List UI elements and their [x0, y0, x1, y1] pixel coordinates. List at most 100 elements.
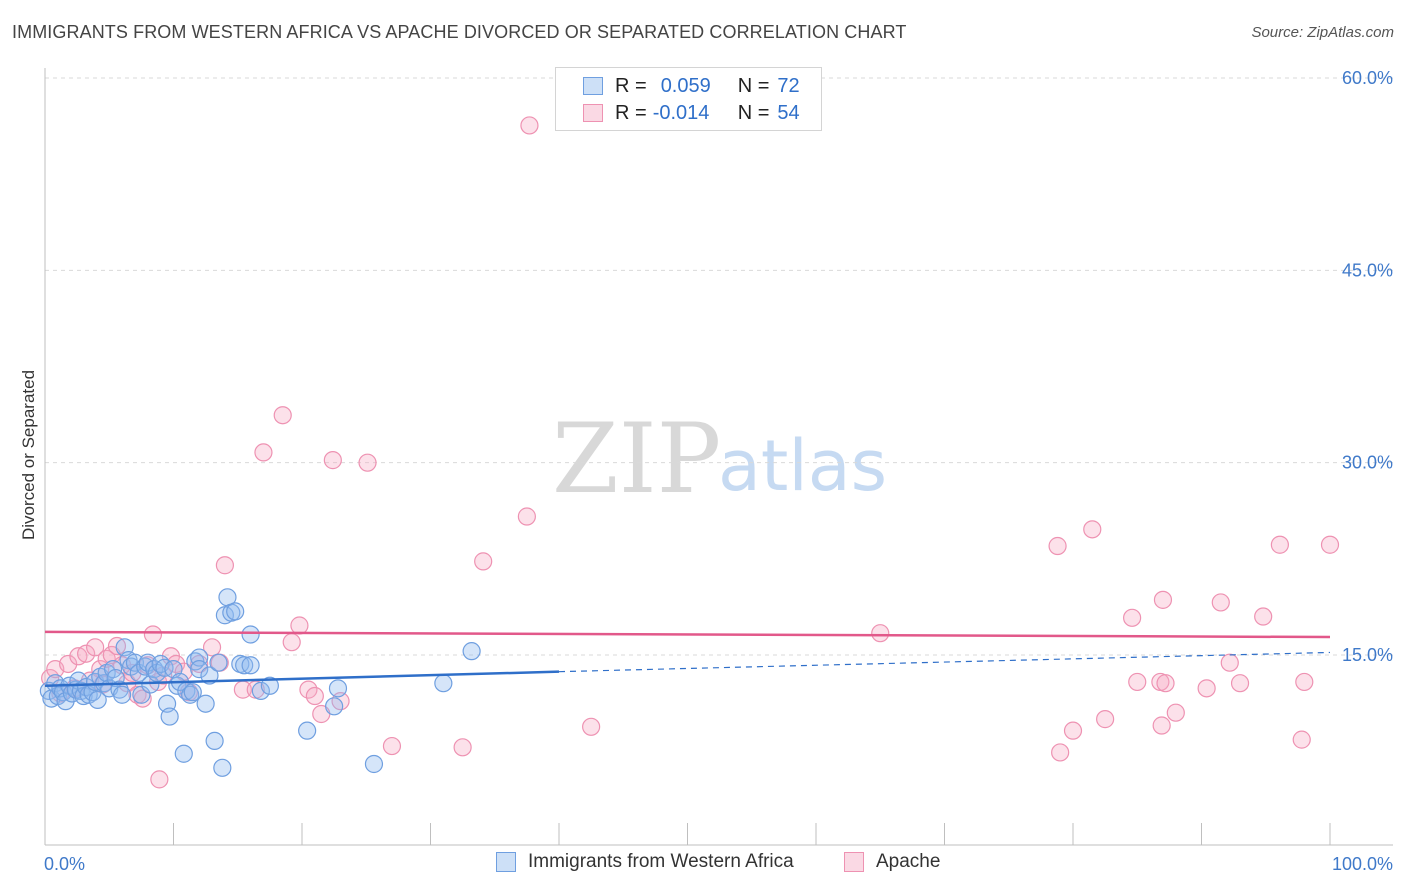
apache-point: [382, 736, 402, 756]
x-tick-labels: 0.0% 100.0%: [44, 854, 1393, 874]
western-africa-point: [110, 680, 129, 699]
legend-r-value: -0.014: [652, 101, 710, 124]
legend-swatch-pink: [583, 104, 603, 122]
series-label: Immigrants from Western Africa: [528, 851, 794, 872]
western-africa-point: [141, 675, 160, 694]
western-africa-point: [241, 656, 260, 675]
western-africa-point: [196, 694, 215, 713]
legend-n-value: 72: [777, 74, 800, 97]
series-legend-apache[interactable]: Apache: [844, 851, 940, 873]
apache-point: [1153, 590, 1173, 609]
y-tick-label: 30.0%: [1342, 453, 1393, 473]
apache-point: [582, 717, 601, 736]
apache-point: [305, 686, 324, 706]
western-africa-point: [218, 588, 237, 607]
y-tick-label: 15.0%: [1342, 645, 1393, 665]
western-africa-point: [325, 697, 344, 716]
western-africa-point: [174, 744, 193, 763]
western-africa-point: [328, 679, 348, 698]
apache-point: [474, 552, 493, 571]
y-axis-title: Divorced or Separated: [19, 370, 38, 540]
legend-n-value: 54: [777, 101, 800, 124]
western-africa-point: [160, 707, 179, 726]
western-africa-point: [260, 676, 279, 695]
western-africa-point: [213, 758, 232, 777]
western-africa-trend-line: [44, 670, 560, 688]
western-africa-point: [183, 683, 202, 702]
apache-point: [107, 636, 127, 656]
apache-point: [143, 625, 163, 644]
apache-point: [254, 443, 273, 462]
legend-row-apache: R = -0.014 N = 54: [583, 101, 800, 125]
series-label: Apache: [876, 851, 941, 872]
apache-point: [1156, 674, 1175, 693]
apache-point: [1254, 607, 1273, 626]
apache-point: [517, 507, 536, 526]
apache-point: [1083, 520, 1102, 539]
legend-n-label: N =: [737, 74, 770, 97]
western-africa-point: [364, 754, 384, 774]
watermark: ZIP atlas: [552, 403, 887, 515]
gridlines: [45, 77, 1393, 656]
apache-point: [1230, 674, 1250, 693]
apache-point: [1063, 721, 1083, 740]
apache-point: [1292, 730, 1311, 749]
western-africa-point: [132, 685, 151, 704]
apache-point: [358, 453, 377, 472]
apache-point: [282, 633, 301, 652]
western-africa-point: [205, 731, 224, 751]
y-tick-label: 60.0%: [1342, 68, 1393, 88]
apache-point: [166, 654, 186, 674]
apache-point: [1295, 672, 1314, 692]
western-africa-point: [226, 602, 245, 621]
western-africa-point: [209, 653, 228, 672]
apache-point: [1096, 710, 1115, 729]
trend-lines: [44, 630, 1331, 688]
western-africa-point: [112, 685, 132, 704]
western-africa-point: [200, 666, 219, 685]
apache-point: [1197, 679, 1216, 698]
apache-point: [202, 638, 222, 657]
series-swatch-pink: [844, 852, 864, 872]
apache-point: [215, 556, 234, 575]
western-africa-point: [462, 642, 481, 661]
apache-point: [1220, 653, 1239, 672]
western-africa-points: [39, 588, 481, 777]
y-tick-label: 45.0%: [1342, 260, 1393, 280]
correlation-legend: R = 0.059 N = 72 R = -0.014 N = 54: [555, 67, 822, 131]
apache-point: [1270, 535, 1289, 554]
apache-point: [150, 770, 169, 789]
apache-point: [1152, 716, 1171, 735]
watermark-zip: ZIP: [552, 403, 721, 515]
western-africa-point: [251, 681, 270, 701]
western-africa-point: [88, 690, 107, 709]
apache-trend-line: [44, 630, 1331, 639]
series-legend: Immigrants from Western Africa Apache: [0, 851, 1406, 879]
western-africa-point: [241, 625, 260, 644]
western-africa-trend-extension: [558, 651, 1331, 673]
apache-point: [59, 654, 78, 674]
western-africa-point: [434, 674, 453, 693]
western-africa-point: [190, 660, 209, 679]
source-label: Source: ZipAtlas.com: [1251, 24, 1394, 41]
legend-r-value: 0.059: [660, 74, 711, 97]
western-africa-point: [125, 653, 145, 672]
apache-point: [871, 624, 890, 643]
apache-point: [1051, 743, 1070, 762]
legend-n-label: N =: [737, 101, 770, 124]
apache-point: [290, 616, 309, 635]
apache-point: [323, 451, 342, 470]
legend-swatch-blue: [583, 77, 603, 95]
western-africa-point: [298, 721, 317, 740]
legend-row-western-africa: R = 0.059 N = 72: [583, 74, 800, 98]
series-swatch-blue: [496, 852, 516, 872]
apache-point: [453, 738, 472, 757]
y-tick-labels: 15.0% 30.0% 45.0% 60.0%: [1342, 68, 1393, 665]
apache-point: [86, 638, 105, 657]
apache-point: [1320, 535, 1340, 554]
apache-point: [1166, 703, 1185, 722]
x-tick-label: 100.0%: [1332, 854, 1393, 874]
series-legend-western-africa[interactable]: Immigrants from Western Africa: [496, 851, 794, 873]
x-tick-label: 0.0%: [44, 854, 85, 874]
